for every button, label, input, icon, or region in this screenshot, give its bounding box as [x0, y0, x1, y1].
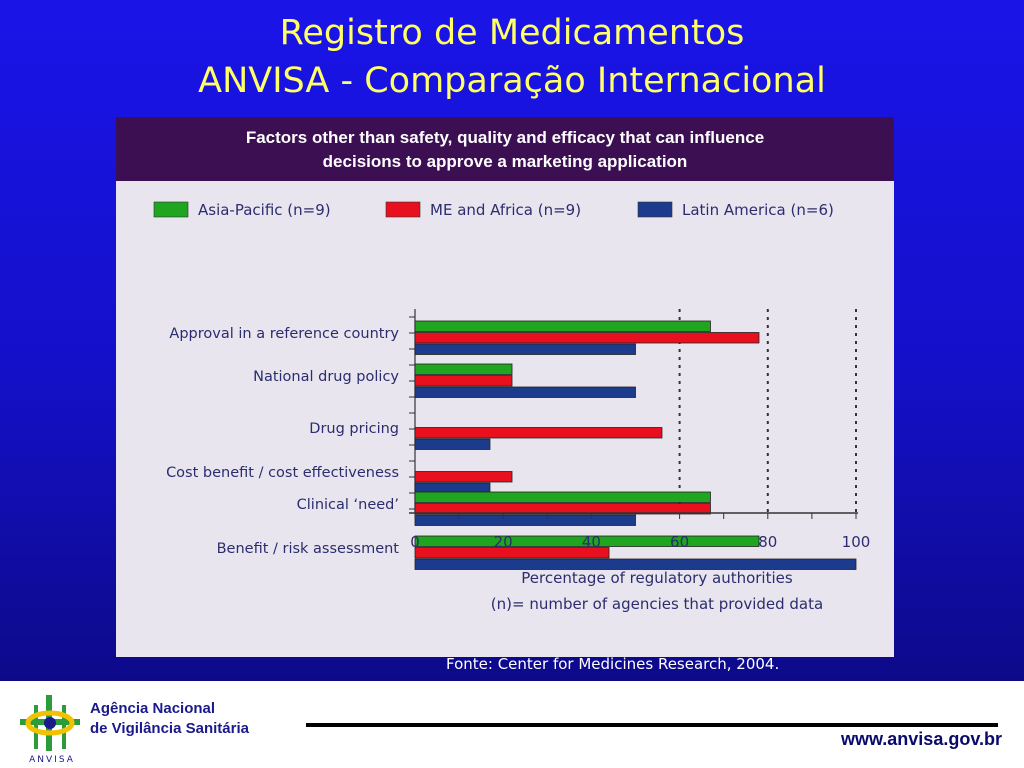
chart-title-banner: Factors other than safety, quality and e…	[116, 117, 894, 181]
bar	[414, 558, 857, 570]
legend-swatch	[385, 201, 421, 218]
bar	[414, 438, 491, 450]
website-link[interactable]: www.anvisa.gov.br	[840, 729, 1002, 749]
legend-label: Latin America (n=6)	[682, 201, 834, 219]
bar	[414, 514, 636, 526]
footer: ANVISA Agência Nacional de Vigilância Sa…	[0, 681, 1024, 768]
x-axis: 0 20 40 60 80 100	[409, 512, 871, 551]
legend-swatch	[637, 201, 673, 218]
agency-name: Agência Nacional de Vigilância Sanitária	[90, 699, 249, 739]
bar	[414, 332, 760, 344]
anvisa-logo: ANVISA	[20, 695, 80, 765]
x-tick-label: 0	[410, 533, 420, 551]
x-tick-label: 60	[670, 533, 689, 551]
slide-title-line1: Registro de Medicamentos	[279, 13, 745, 53]
source-note: Fonte: Center for Medicines Research, 20…	[446, 655, 780, 673]
bar	[414, 503, 711, 515]
bar	[414, 535, 760, 547]
x-tick-label: 80	[758, 533, 777, 551]
logo-text: ANVISA	[29, 755, 75, 765]
legend-label: Asia-Pacific (n=9)	[198, 201, 331, 219]
chart-title-line1: Factors other than safety, quality and e…	[245, 128, 765, 147]
footer-divider	[306, 723, 998, 727]
bar	[414, 375, 513, 387]
legend-label: ME and Africa (n=9)	[430, 201, 581, 219]
bar	[414, 386, 636, 398]
bar	[414, 343, 636, 355]
category-label: Benefit / risk assessment	[217, 541, 400, 557]
x-axis-label-line2: (n)= number of agencies that provided da…	[491, 595, 823, 613]
agency-name-line1: Agência Nacional	[90, 700, 216, 717]
bar	[414, 547, 610, 559]
x-tick-label: 100	[842, 533, 871, 551]
category-label: National drug policy	[253, 369, 399, 385]
chart-title-line2: decisions to approve a marketing applica…	[322, 152, 688, 171]
bar-chart: Asia-Pacific (n=9) ME and Africa (n=9) Lat…	[153, 201, 871, 613]
agency-name-line2: de Vigilância Sanitária	[90, 720, 249, 737]
slide-background: Registro de Medicamentos ANVISA - Compar…	[0, 0, 1024, 681]
category-label: Approval in a reference country	[169, 326, 399, 342]
bar	[414, 427, 663, 439]
slide-title-line2: ANVISA - Comparação Internacional	[198, 61, 826, 101]
legend-swatch	[153, 201, 189, 218]
x-tick-label: 40	[582, 533, 601, 551]
chart-bars	[414, 320, 857, 570]
bar	[414, 491, 711, 503]
category-labels: Approval in a reference country National …	[166, 326, 399, 557]
bar	[414, 363, 513, 375]
x-tick-label: 20	[494, 533, 513, 551]
category-label: Cost benefit / cost effectiveness	[166, 465, 399, 481]
chart-figure: Factors other than safety, quality and e…	[116, 117, 894, 657]
category-label: Drug pricing	[309, 421, 399, 437]
x-axis-label-line1: Percentage of regulatory authorities	[521, 569, 793, 587]
bar	[414, 471, 513, 483]
chart-legend: Asia-Pacific (n=9) ME and Africa (n=9) Lat…	[153, 201, 834, 219]
category-label: Clinical ‘need’	[297, 497, 399, 513]
bar	[414, 320, 711, 332]
